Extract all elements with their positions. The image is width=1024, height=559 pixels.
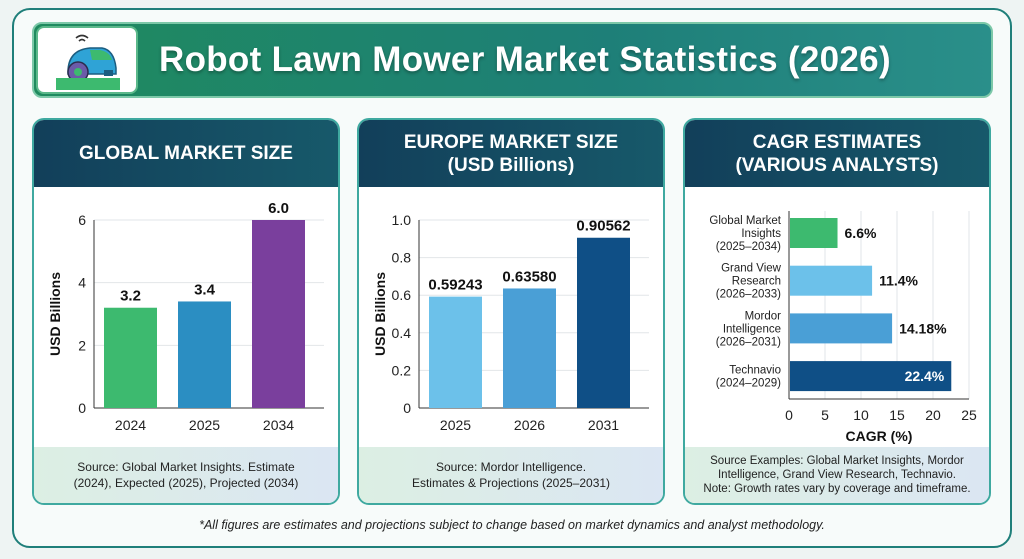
data-label: 14.18%	[899, 320, 947, 336]
europe-market-size-panel: EUROPE MARKET SIZE (USD Billions) 0 0.2 0.4…	[357, 118, 665, 505]
source-line: Estimates & Projections (2025–2031)	[411, 476, 611, 490]
y-tick-label: 6	[78, 212, 86, 228]
y-tick-label: 2	[78, 337, 86, 353]
bar	[790, 361, 952, 392]
panel-title-line: (USD Billions)	[447, 154, 575, 176]
y-tick-label: Mordor	[745, 310, 782, 322]
panel-title-line: EUROPE MARKET SIZE	[403, 131, 619, 153]
y-tick-label: Research	[732, 276, 781, 288]
cagr-estimates-chart: 0 5 10 15 20 25 CAGR (%) 6.6% Global MarketInsig…	[709, 211, 977, 444]
y-tick-label: Technavio	[729, 365, 781, 377]
data-label: 6.0	[268, 200, 289, 217]
x-tick-label: 5	[821, 407, 829, 423]
data-label: 22.4%	[905, 368, 945, 384]
x-tick-label: 2026	[514, 417, 545, 433]
bar	[577, 237, 630, 408]
x-axis-label: CAGR (%)	[846, 428, 913, 444]
y-tick-label: (2024–2029)	[716, 378, 781, 390]
y-tick-label: 4	[78, 275, 86, 291]
source-line: Intelligence, Grand View Research, Techn…	[717, 469, 957, 481]
x-tick-label: 2031	[588, 417, 619, 433]
source-line: Note: Growth rates vary by coverage and …	[703, 483, 971, 495]
panel-title: GLOBAL MARKET SIZE	[34, 120, 338, 187]
y-axis-label: USD Billions	[372, 272, 388, 356]
panel-source: Source: Mordor Intelligence. Estimates & …	[359, 447, 663, 503]
footnote: *All figures are estimates and projectio…	[199, 518, 825, 532]
panel-title: CAGR ESTIMATES (VARIOUS ANALYSTS)	[685, 120, 989, 187]
data-label: 0.90562	[576, 218, 630, 235]
y-tick-label: (2026–2031)	[716, 336, 781, 348]
source-line: Source: Mordor Intelligence.	[435, 460, 587, 474]
x-tick-label: 2025	[189, 417, 220, 433]
y-tick-label: 0.4	[392, 325, 412, 341]
global-market-size-panel: GLOBAL MARKET SIZE 0 2 4 6 USD Billions 3.2 20…	[32, 118, 340, 505]
data-label: 0.59243	[428, 277, 482, 294]
y-tick-label: (2026–2033)	[716, 289, 781, 301]
x-tick-label: 20	[925, 407, 941, 423]
x-tick-label: 2034	[263, 417, 294, 433]
panel-source: Source: Global Market Insights. Estimate…	[34, 447, 338, 503]
x-tick-label: 15	[889, 407, 905, 423]
x-tick-label: 2025	[440, 417, 471, 433]
bar	[790, 313, 893, 344]
robot-lawn-mower-icon	[36, 26, 138, 94]
x-tick-label: 10	[853, 407, 869, 423]
data-label: 11.4%	[879, 273, 918, 289]
y-axis-label: USD Billions	[47, 272, 63, 356]
cagr-estimates-panel: CAGR ESTIMATES (VARIOUS ANALYSTS) 0 5 10 15 2…	[683, 118, 991, 505]
y-tick-label: Global Market	[709, 215, 781, 227]
panel-title-line: GLOBAL MARKET SIZE	[79, 143, 293, 164]
y-tick-label: 0.6	[392, 287, 412, 303]
panel-title: EUROPE MARKET SIZE (USD Billions)	[359, 120, 663, 187]
panel-title-line: CAGR ESTIMATES	[752, 131, 922, 153]
bar	[178, 301, 231, 408]
y-tick-label: 0.8	[392, 250, 412, 266]
bar	[252, 220, 305, 408]
x-tick-label: 0	[785, 407, 793, 423]
page-title: Robot Lawn Mower Market Statistics (2026…	[159, 40, 891, 79]
y-tick-label: Insights	[741, 228, 781, 240]
bar	[104, 307, 157, 408]
data-label: 0.63580	[502, 268, 556, 285]
bar	[790, 218, 838, 248]
panel-source: Source Examples: Global Market Insights,…	[685, 447, 989, 503]
source-line: Source: Global Market Insights. Estimate	[77, 460, 295, 474]
europe-market-size-chart: 0 0.2 0.4 0.6 0.8 1.0 USD Billions 0.59243 2025 0…	[372, 212, 649, 433]
global-market-size-chart: 0 2 4 6 USD Billions 3.2 2024 3.4 2025 6.0 2034	[47, 200, 324, 433]
bar	[503, 288, 556, 408]
x-tick-label: 2024	[115, 417, 146, 433]
panel-title-line: (VARIOUS ANALYSTS)	[735, 154, 939, 176]
data-label: 6.6%	[845, 225, 877, 241]
y-tick-label: Grand View	[721, 263, 782, 275]
data-label: 3.2	[120, 288, 141, 305]
x-tick-label: 25	[961, 407, 977, 423]
bar	[429, 296, 482, 408]
data-label: 3.4	[194, 281, 216, 298]
y-tick-label: 0.2	[392, 362, 412, 378]
y-tick-label: (2025–2034)	[716, 241, 781, 253]
bar	[790, 265, 873, 296]
y-tick-label: Intelligence	[723, 323, 781, 335]
source-line: (2024), Expected (2025), Projected (2034…	[73, 476, 299, 490]
source-line: Source Examples: Global Market Insights,…	[710, 455, 964, 467]
header-banner: Robot Lawn Mower Market Statistics (2026…	[32, 22, 993, 98]
y-tick-label: 0	[78, 400, 86, 416]
y-tick-label: 0	[403, 400, 411, 416]
y-tick-label: 1.0	[392, 212, 412, 228]
